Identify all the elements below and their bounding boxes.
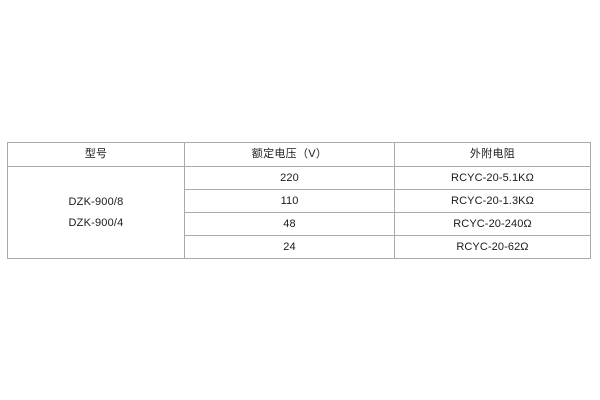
external-resistor-value: RCYC-20-62Ω [394, 235, 591, 259]
column-header-rated-voltage: 额定电压（V） [184, 142, 395, 167]
specification-table: 型号 额定电压（V） 外附电阻 DZK-900/8 DZK-900/4 220 … [7, 142, 591, 259]
external-resistor-value: RCYC-20-5.1KΩ [394, 166, 591, 190]
rated-voltage-value: 110 [184, 189, 395, 213]
rated-voltage-value: 48 [184, 212, 395, 236]
table-row: 24 RCYC-20-62Ω [8, 235, 591, 259]
model-merged-cell: DZK-900/8 DZK-900/4 [7, 166, 185, 259]
model-name-line: DZK-900/8 [68, 196, 124, 209]
table-header: 型号 额定电压（V） 外附电阻 [7, 142, 591, 167]
external-resistor-value: RCYC-20-240Ω [394, 212, 591, 236]
rated-voltage-value: 220 [184, 166, 395, 190]
column-header-model: 型号 [7, 142, 185, 167]
rated-voltage-value: 24 [184, 235, 395, 259]
table-row: 48 RCYC-20-240Ω [8, 212, 591, 236]
table-header-row: 型号 额定电压（V） 外附电阻 [7, 142, 591, 167]
model-name-line: DZK-900/4 [68, 216, 124, 229]
table-body: DZK-900/8 DZK-900/4 220 RCYC-20-5.1KΩ 11… [7, 166, 591, 259]
column-header-external-resistor: 外附电阻 [394, 142, 591, 167]
table-row: DZK-900/8 DZK-900/4 220 RCYC-20-5.1KΩ [7, 166, 591, 259]
spec-table-container: 型号 额定电压（V） 外附电阻 DZK-900/8 DZK-900/4 220 … [7, 142, 591, 259]
table-row: 110 RCYC-20-1.3KΩ [8, 189, 591, 213]
external-resistor-value: RCYC-20-1.3KΩ [394, 189, 591, 213]
